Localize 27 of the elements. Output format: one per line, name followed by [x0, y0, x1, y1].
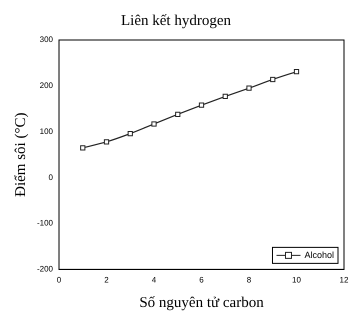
point	[270, 76, 276, 82]
x-tick-label: 8	[246, 275, 252, 284]
x-tick-label: 0	[56, 275, 62, 284]
y-axis-title: Điểm sôi (°C)	[12, 112, 29, 197]
x-tick-label: 12	[340, 275, 349, 284]
point	[222, 94, 228, 100]
y-tick-label: -200	[36, 264, 54, 274]
x-tick-label: 6	[199, 275, 204, 284]
legend-label: Alcohol	[304, 250, 334, 260]
y-tick-label: 200	[40, 81, 54, 90]
y-tick-label: -100	[36, 218, 54, 228]
y-tick-label: 300	[40, 35, 54, 44]
point	[294, 69, 300, 74]
point	[80, 145, 86, 150]
point	[151, 121, 157, 127]
y-tick-label: 100	[40, 126, 54, 136]
x-tick-label: 10	[292, 275, 302, 284]
y-tick-label: 0	[48, 172, 54, 182]
chart-title: Liên kết hydrogen	[121, 12, 232, 29]
point	[128, 130, 133, 136]
x-tick-label: 4	[152, 275, 157, 284]
point	[175, 112, 180, 117]
point	[246, 86, 252, 91]
x-axis-title: Số nguyên tử carbon	[139, 294, 264, 311]
point	[104, 139, 110, 144]
point	[198, 102, 204, 108]
x-tick-label: 2	[104, 275, 110, 284]
